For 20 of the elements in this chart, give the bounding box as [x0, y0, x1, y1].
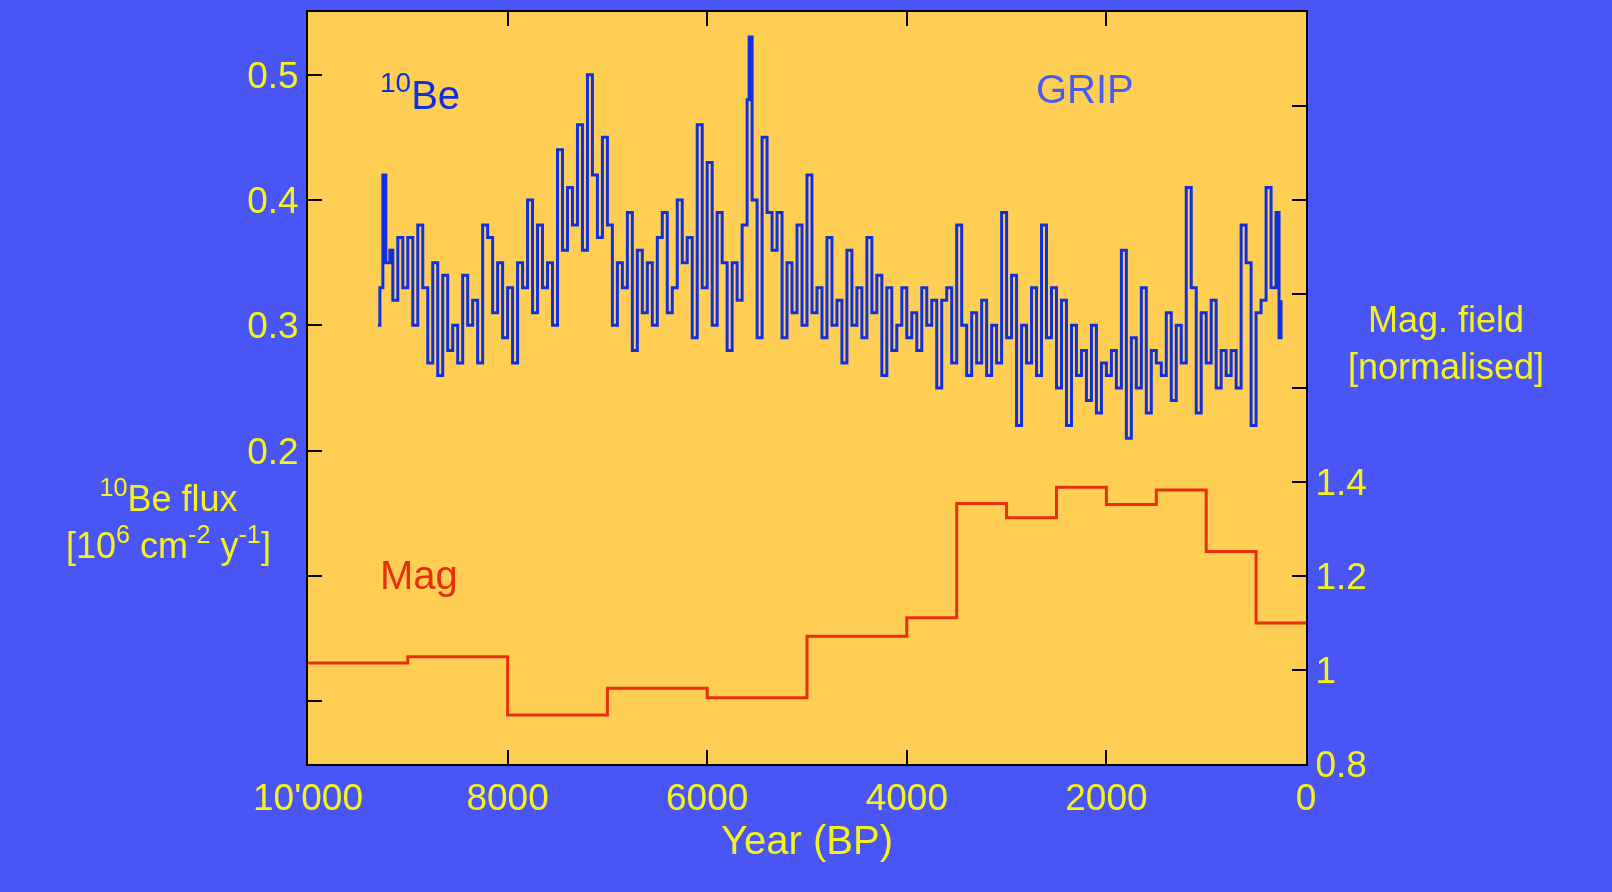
x-tick-label: 2000 [1065, 777, 1148, 819]
y-tick-label: 0.2 [247, 430, 299, 472]
y2-tick-label: 0.8 [1315, 743, 1367, 785]
text: $^{10}$Be flux [10$^{6}$ cm$^{-2}$ y$^{-1}$] [66, 473, 271, 566]
x-tick-label: 6000 [666, 777, 749, 819]
y2-axis-title: Mag. field [normalised] [1348, 299, 1545, 387]
series-label: $^{10}$Be [380, 67, 461, 117]
y2-tick-label: 1 [1315, 649, 1336, 691]
annotation: GRIP [1036, 67, 1134, 111]
y-tick-label: 0.4 [247, 179, 299, 221]
y2-tick-label: 1.4 [1315, 461, 1367, 503]
series-label: Mag [380, 553, 458, 597]
y-tick-label: 0.5 [247, 54, 299, 96]
x-axis-title: Year (BP) [721, 818, 893, 863]
x-tick-label: 8000 [466, 777, 549, 819]
x-tick-label: 0 [1295, 777, 1317, 819]
y2-tick-label: 1.2 [1315, 555, 1367, 597]
y-tick-label: 0.3 [247, 305, 299, 347]
x-tick-label: 4000 [865, 777, 948, 819]
x-tick-label: 10'000 [253, 777, 363, 819]
